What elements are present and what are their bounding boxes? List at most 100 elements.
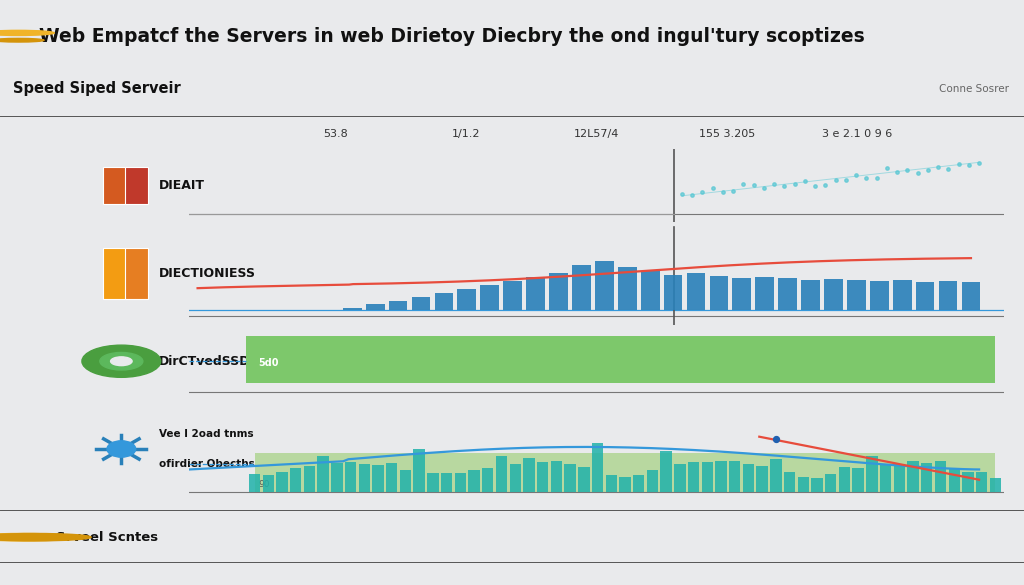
Bar (660, 451, 672, 492)
Bar (729, 461, 740, 492)
Text: 5d0: 5d0 (259, 357, 280, 368)
Text: 90: 90 (259, 480, 270, 489)
Bar (784, 472, 796, 492)
Point (961, 160, 977, 170)
Bar (824, 278, 843, 310)
Point (889, 167, 905, 177)
Bar (847, 280, 865, 310)
Bar (893, 280, 911, 310)
Bar (701, 462, 713, 492)
Bar (249, 474, 260, 492)
Bar (345, 463, 356, 492)
Point (767, 434, 783, 443)
Bar (866, 456, 878, 492)
Point (735, 180, 752, 189)
Bar (482, 468, 494, 492)
Point (807, 182, 823, 191)
Bar (948, 468, 959, 492)
Bar (343, 308, 361, 310)
Bar (510, 464, 521, 492)
Bar (304, 466, 315, 492)
Bar (551, 461, 562, 492)
Bar (620, 477, 631, 492)
Bar (412, 297, 430, 310)
Bar (262, 475, 274, 492)
Bar (103, 248, 127, 299)
Point (766, 179, 782, 188)
Text: ofirdier Obecths: ofirdier Obecths (159, 459, 255, 469)
Bar (504, 281, 522, 310)
Text: 53.8: 53.8 (324, 129, 348, 139)
Point (776, 181, 793, 190)
Circle shape (111, 357, 132, 366)
Point (786, 180, 803, 189)
Bar (468, 470, 480, 492)
Bar (687, 274, 706, 310)
Bar (921, 463, 933, 492)
Text: 1/1.2: 1/1.2 (452, 129, 480, 139)
Text: 12L57/4: 12L57/4 (573, 129, 620, 139)
Bar (825, 474, 837, 492)
Bar (633, 475, 644, 492)
Bar (458, 289, 476, 310)
Bar (756, 277, 774, 310)
Circle shape (82, 345, 161, 377)
Bar (839, 467, 850, 492)
Bar (688, 462, 699, 492)
Bar (870, 281, 889, 310)
Bar (963, 472, 974, 492)
Point (930, 162, 946, 171)
Bar (399, 470, 412, 492)
Point (827, 176, 844, 185)
Bar (617, 267, 637, 310)
Bar (427, 473, 438, 492)
Point (940, 164, 956, 174)
Point (684, 190, 700, 199)
Point (705, 183, 721, 192)
Point (879, 164, 895, 173)
Text: DirCTvedSSD: DirCTvedSSD (159, 355, 251, 368)
Bar (414, 449, 425, 492)
Text: Srveel Scntes: Srveel Scntes (56, 531, 159, 543)
Bar (880, 464, 891, 492)
Circle shape (106, 441, 135, 457)
Bar (276, 473, 288, 492)
Bar (939, 281, 957, 310)
Text: Web Empatcf the Servers in web Dirietoy Diecbry the ond ingul'tury scoptizes: Web Empatcf the Servers in web Dirietoy … (39, 27, 864, 46)
Bar (526, 277, 545, 310)
Bar (935, 462, 946, 492)
Bar (595, 261, 613, 310)
Bar (710, 276, 728, 310)
Bar (641, 271, 659, 310)
Bar (853, 469, 864, 492)
Bar (757, 466, 768, 492)
Circle shape (0, 534, 79, 541)
Text: DIECTIONIESS: DIECTIONIESS (159, 267, 256, 280)
Bar (605, 476, 616, 492)
Bar (125, 167, 148, 204)
Bar (255, 453, 995, 492)
Text: Speed Siped Serveir: Speed Siped Serveir (13, 81, 181, 97)
Bar (801, 280, 820, 310)
Bar (894, 464, 905, 492)
Point (725, 186, 741, 195)
Bar (549, 274, 568, 310)
Point (797, 177, 813, 186)
Bar (455, 473, 466, 492)
Bar (674, 464, 685, 492)
Bar (537, 462, 549, 492)
Bar (976, 472, 987, 492)
Bar (373, 465, 384, 492)
Bar (732, 278, 752, 310)
Bar (496, 456, 507, 492)
Point (674, 190, 690, 199)
Circle shape (0, 30, 54, 36)
Circle shape (0, 534, 91, 541)
Point (745, 181, 762, 190)
Text: DIEAIT: DIEAIT (159, 179, 205, 192)
Bar (434, 293, 454, 310)
Bar (389, 301, 408, 310)
Bar (125, 248, 148, 299)
Bar (317, 456, 329, 492)
Point (899, 166, 915, 175)
